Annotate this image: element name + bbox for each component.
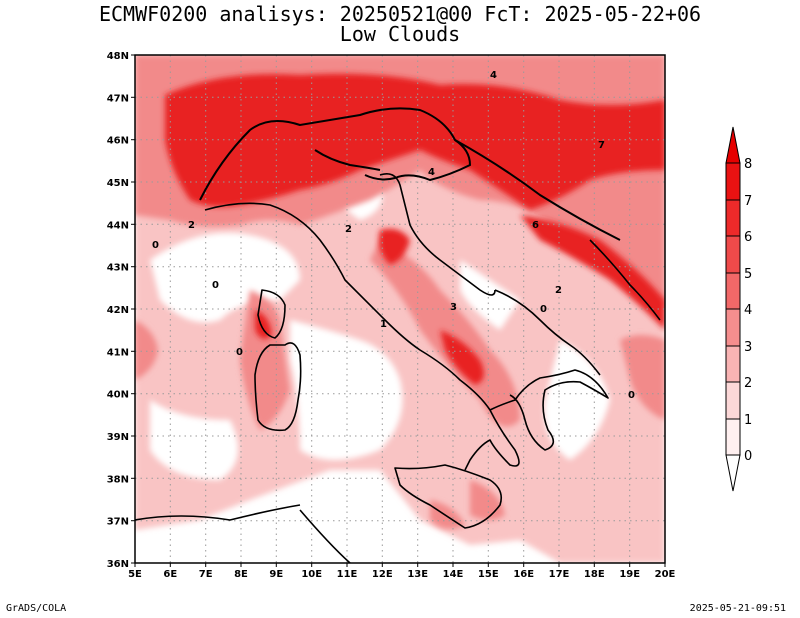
- colorbar-label: 4: [744, 303, 752, 318]
- contour-label: 2: [188, 220, 195, 231]
- colorbar-swatch: [725, 235, 741, 274]
- contour-label: 2: [345, 224, 352, 235]
- colorbar-label: 3: [744, 340, 752, 355]
- lat-tick-label: 47N: [107, 93, 129, 104]
- lat-tick-label: 41N: [107, 347, 129, 358]
- lon-tick-label: 6E: [163, 569, 177, 580]
- lat-tick-label: 39N: [107, 432, 129, 443]
- contour-label: 6: [532, 220, 539, 231]
- lat-tick-label: 48N: [107, 51, 129, 62]
- colorbar-label: 0: [744, 449, 752, 464]
- lat-tick-label: 37N: [107, 517, 129, 528]
- coastlines: [135, 172, 661, 563]
- lat-tick-label: 42N: [107, 305, 129, 316]
- chart-title: ECMWF0200 analisys: 20250521@00 FcT: 202…: [98, 2, 702, 26]
- colorbar-label: 7: [744, 194, 752, 209]
- contour-label: 4: [490, 70, 497, 81]
- colorbar-swatch: [725, 418, 741, 456]
- colorbar-min-arrow: [725, 454, 741, 492]
- lon-tick-label: 7E: [199, 569, 213, 580]
- colorbar-label: 5: [744, 267, 752, 282]
- colorbar-swatch: [725, 308, 741, 347]
- colorbar-max-arrow: [725, 126, 741, 164]
- colorbar-label: 8: [744, 157, 752, 172]
- colorbar-label: 1: [744, 413, 752, 428]
- lat-tick-label: 45N: [107, 178, 129, 189]
- cloud-field: 0 0 0 1 2 2 2 4 4 6 7 3 0 0: [135, 55, 665, 563]
- lon-tick-label: 11E: [337, 569, 358, 580]
- footer-credit: GrADS/COLA: [6, 603, 67, 614]
- colorbar-label: 2: [744, 376, 752, 391]
- lon-tick-label: 8E: [234, 569, 248, 580]
- contour-label: 3: [450, 302, 457, 313]
- contour-label: 7: [598, 140, 605, 151]
- colorbar-label: 6: [744, 230, 752, 245]
- contour-label: 2: [555, 285, 562, 296]
- footer-timestamp: 2025-05-21-09:51: [689, 603, 786, 614]
- contour-label: 0: [628, 390, 635, 401]
- lon-tick-label: 15E: [478, 569, 499, 580]
- lat-tick-label: 40N: [107, 390, 129, 401]
- colorbar-swatch: [725, 345, 741, 383]
- lat-tick-label: 44N: [107, 220, 129, 231]
- lon-tick-label: 12E: [372, 569, 393, 580]
- lat-tick-label: 38N: [107, 474, 129, 485]
- contour-label: 0: [152, 240, 159, 251]
- lon-tick-label: 10E: [301, 569, 322, 580]
- colorbar-swatch: [725, 381, 741, 420]
- colorbar-swatch: [725, 199, 741, 237]
- chart-subtitle: Low Clouds: [339, 22, 461, 46]
- lat-tick-label: 36N: [107, 559, 129, 570]
- lat-lon-grid: [135, 55, 665, 563]
- contour-label: 0: [540, 304, 547, 315]
- lon-tick-label: 13E: [407, 569, 428, 580]
- lat-tick-label: 43N: [107, 263, 129, 274]
- lon-tick-label: 5E: [128, 569, 142, 580]
- lon-tick-label: 20E: [655, 569, 676, 580]
- colorbar: 8 7 6 5 4 3 2 1 0: [725, 126, 752, 492]
- lon-tick-label: 16E: [513, 569, 534, 580]
- lon-tick-label: 19E: [619, 569, 640, 580]
- lon-tick-label: 18E: [584, 569, 605, 580]
- contour-label: 4: [428, 167, 435, 178]
- contour-label: 0: [212, 280, 219, 291]
- contour-label: 0: [236, 347, 243, 358]
- lon-tick-label: 9E: [269, 569, 283, 580]
- lon-tick-label: 14E: [443, 569, 464, 580]
- lon-tick-label: 17E: [549, 569, 570, 580]
- lat-tick-label: 46N: [107, 136, 129, 147]
- borders: [199, 107, 621, 241]
- contour-label: 1: [380, 319, 387, 330]
- colorbar-swatch: [725, 272, 741, 310]
- colorbar-swatch: [725, 162, 741, 201]
